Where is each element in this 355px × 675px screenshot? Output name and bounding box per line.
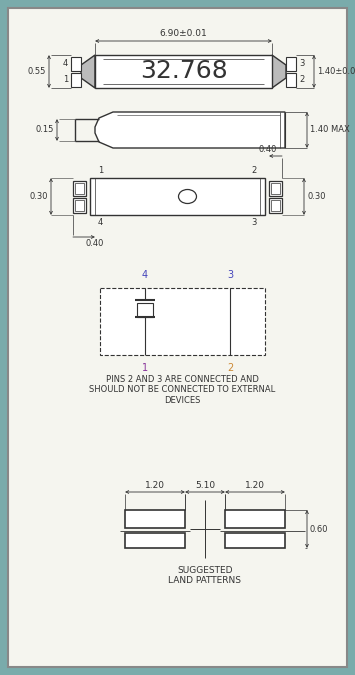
Polygon shape xyxy=(81,55,95,88)
Bar xyxy=(286,57,296,70)
Text: PINS 2 AND 3 ARE CONNECTED AND
SHOULD NOT BE CONNECTED TO EXTERNAL
DEVICES: PINS 2 AND 3 ARE CONNECTED AND SHOULD NO… xyxy=(89,375,275,405)
Bar xyxy=(75,182,84,194)
Text: 0.40: 0.40 xyxy=(259,144,277,153)
Text: 6.90±0.01: 6.90±0.01 xyxy=(160,30,207,38)
Bar xyxy=(71,72,81,86)
Text: 32.768: 32.768 xyxy=(140,59,227,84)
Bar xyxy=(271,200,280,211)
Ellipse shape xyxy=(179,190,197,203)
Bar xyxy=(225,510,285,528)
Bar xyxy=(271,182,280,194)
Bar xyxy=(269,180,282,196)
Bar xyxy=(73,180,86,196)
Bar xyxy=(269,198,282,213)
Text: 1.20: 1.20 xyxy=(245,481,265,489)
Bar xyxy=(137,303,153,317)
Bar xyxy=(90,178,265,215)
Text: 4: 4 xyxy=(142,270,148,280)
Text: 0.60: 0.60 xyxy=(310,524,328,533)
Text: 3: 3 xyxy=(227,270,233,280)
Text: 2: 2 xyxy=(299,75,304,84)
Text: 0.30: 0.30 xyxy=(307,192,326,201)
Text: 1: 1 xyxy=(142,363,148,373)
Text: 0.30: 0.30 xyxy=(29,192,48,201)
Polygon shape xyxy=(272,55,286,88)
Text: 2: 2 xyxy=(252,166,257,175)
Text: 4: 4 xyxy=(63,59,68,68)
Bar xyxy=(73,198,86,213)
Text: 2: 2 xyxy=(227,363,233,373)
Polygon shape xyxy=(95,112,285,148)
Bar xyxy=(71,57,81,70)
Text: 5.10: 5.10 xyxy=(195,481,215,489)
Bar xyxy=(125,510,185,528)
Bar xyxy=(75,200,84,211)
Text: 1: 1 xyxy=(98,166,103,175)
Text: 1.40±0.01: 1.40±0.01 xyxy=(317,67,355,76)
Bar xyxy=(125,533,185,548)
Text: 1: 1 xyxy=(63,75,68,84)
Bar xyxy=(286,72,296,86)
Text: 3: 3 xyxy=(252,218,257,227)
Text: 1.20: 1.20 xyxy=(145,481,165,489)
Bar xyxy=(100,288,265,355)
Text: 4: 4 xyxy=(98,218,103,227)
Bar xyxy=(95,55,272,88)
Text: 0.15: 0.15 xyxy=(36,126,54,134)
Text: SUGGESTED
LAND PATTERNS: SUGGESTED LAND PATTERNS xyxy=(169,566,241,585)
Bar xyxy=(225,533,285,548)
Text: 3: 3 xyxy=(299,59,304,68)
Text: 0.55: 0.55 xyxy=(28,67,46,76)
Text: 0.40: 0.40 xyxy=(86,240,104,248)
Text: 1.40 MAX: 1.40 MAX xyxy=(310,126,350,134)
